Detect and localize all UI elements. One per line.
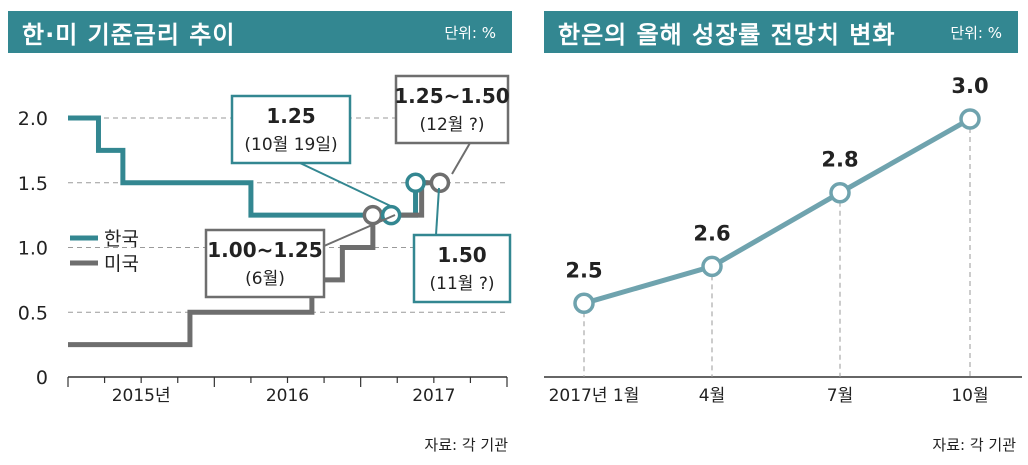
x-tick-label: 2017년 1월 (549, 386, 640, 406)
callout-korea-oct-box (230, 94, 352, 165)
callout-us-dec-box (394, 74, 510, 145)
left-chart-source: 자료: 각 기관 (424, 436, 508, 454)
left-chart-unit: 단위: % (444, 23, 496, 42)
right-chart-source: 자료: 각 기관 (932, 436, 1016, 454)
left-chart-panel: 한·미 기준금리 추이 단위: % 0 0.5 1.0 1.5 2.0 2015년 2016… (8, 11, 512, 454)
callout-us-jun-pointer (323, 214, 396, 247)
data-point (829, 181, 851, 204)
data-point (573, 292, 595, 315)
right-chart-panel: 한은의 올해 성장률 전망치 변화 단위: % 2.5 2017년 1월 2.6 4월… (538, 0, 1028, 465)
y-tick-label: 0 (36, 367, 48, 389)
x-tick-label: 7월 (827, 386, 853, 406)
y-tick-label: 0.5 (18, 302, 48, 324)
callout-us-jun-box (204, 228, 326, 299)
callout-us-jun-value: 1.00~1.25 (207, 238, 322, 262)
callout-us-dec-value: 1.25~1.50 (394, 84, 509, 108)
callout-korea-oct-pointer (299, 162, 400, 211)
data-label: 2.6 (693, 221, 730, 245)
callout-korea-nov-note: (11월 ?) (430, 274, 495, 294)
us-dec-marker (429, 172, 451, 193)
callout-us-dec-pointer (451, 142, 471, 175)
x-tick-label: 2015년 (112, 386, 171, 406)
growth-forecast-chart: 2.5 2017년 1월 2.6 4월 2.8 7월 3.0 10월 (544, 74, 1022, 406)
right-chart-unit: 단위: % (950, 23, 1002, 42)
callout-korea-nov-box (412, 233, 512, 304)
callout-us-jun-note: (6월) (245, 269, 285, 289)
y-tick-label: 1.0 (18, 238, 48, 260)
callout-us-dec-note: (12월 ?) (420, 115, 485, 135)
x-tick-label: 2016 (266, 386, 309, 406)
callout-korea-oct-note: (10월 19일) (244, 135, 337, 155)
callout-korea-nov-value: 1.50 (437, 243, 486, 267)
left-chart-title: 한·미 기준금리 추이 (22, 20, 236, 49)
us-rate-line (68, 180, 440, 348)
data-label: 2.5 (565, 258, 602, 282)
x-tick-label: 2017 (412, 386, 455, 406)
data-label: 3.0 (951, 74, 988, 98)
korea-rate-line (68, 115, 428, 218)
callout-korea-nov-pointer (435, 187, 440, 236)
growth-forecast-line (583, 116, 972, 306)
right-chart-title: 한은의 올해 성장률 전망치 변화 (558, 20, 896, 49)
data-point (701, 255, 723, 278)
legend-label: 미국 (104, 253, 139, 275)
callout-korea-oct-value: 1.25 (266, 104, 315, 128)
korea-nov-marker (405, 172, 426, 193)
data-point (959, 108, 981, 130)
data-label: 2.8 (821, 148, 858, 172)
y-tick-label: 1.5 (18, 173, 48, 195)
x-tick-label: 4월 (699, 386, 725, 406)
y-tick-label: 2.0 (18, 108, 48, 130)
right-chart-header: 한은의 올해 성장률 전망치 변화 단위: % (544, 11, 1018, 53)
x-tick-label: 10월 (951, 386, 988, 406)
left-chart-header: 한·미 기준금리 추이 단위: % (8, 11, 512, 53)
legend-label: 한국 (104, 228, 139, 250)
